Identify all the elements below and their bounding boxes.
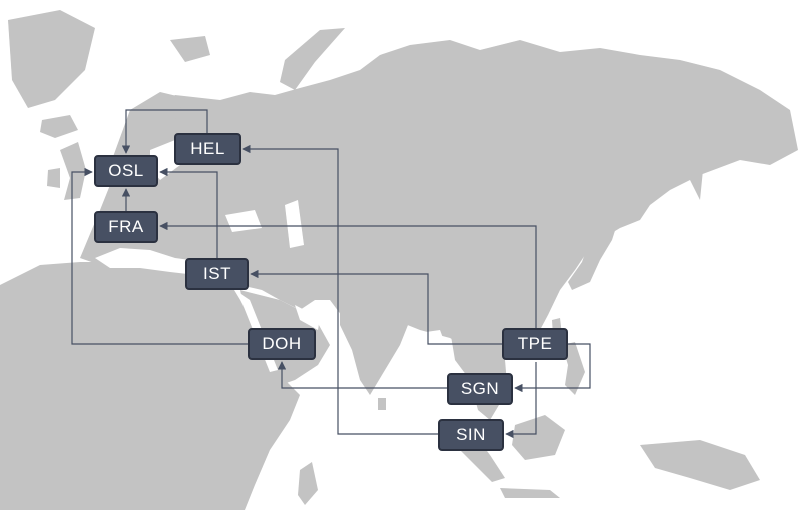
borneo-landmass — [512, 415, 565, 460]
route-sin-to-hel — [242, 144, 438, 435]
south-china-sea — [505, 345, 555, 410]
novaya-zemlya-landmass — [280, 28, 345, 90]
ireland-landmass — [47, 168, 60, 188]
caspian-sea — [285, 200, 304, 248]
persian-gulf — [295, 305, 320, 330]
airport-node-hel[interactable]: HEL — [174, 133, 241, 165]
route-tpe-to-ist — [250, 269, 502, 345]
airport-node-doh[interactable]: DOH — [248, 328, 316, 360]
airport-node-ist[interactable]: IST — [185, 258, 249, 290]
kamchatka-landmass — [690, 140, 705, 200]
madagascar-landmass — [298, 462, 318, 505]
india-landmass — [340, 300, 410, 395]
eurasia-landmass — [80, 40, 798, 395]
british-isles-landmass — [60, 142, 86, 200]
airport-node-osl[interactable]: OSL — [94, 155, 158, 187]
landmass-layer — [0, 10, 798, 510]
java-landmass — [500, 488, 560, 498]
greenland-landmass — [8, 10, 95, 108]
iceland-landmass — [40, 115, 78, 138]
route-tpe-to-sin — [505, 362, 537, 439]
africa-landmass — [0, 262, 300, 510]
new-guinea-landmass — [640, 440, 760, 490]
airport-node-sgn[interactable]: SGN — [447, 373, 513, 405]
japan-landmass — [568, 210, 620, 290]
route-tpe-to-fra — [159, 221, 537, 328]
route-doh-to-osl — [71, 167, 248, 345]
airport-node-tpe[interactable]: TPE — [502, 328, 568, 360]
route-ist-to-osl — [159, 167, 218, 258]
routes-layer — [71, 109, 591, 439]
svalbard-landmass — [170, 36, 210, 62]
route-tpe-to-sgn — [514, 343, 591, 393]
route-sgn-to-doh — [277, 361, 447, 389]
srilanka-landmass — [378, 398, 386, 410]
airport-node-fra[interactable]: FRA — [94, 211, 158, 243]
airport-node-sin[interactable]: SIN — [438, 419, 504, 451]
route-hel-to-osl — [121, 109, 208, 154]
